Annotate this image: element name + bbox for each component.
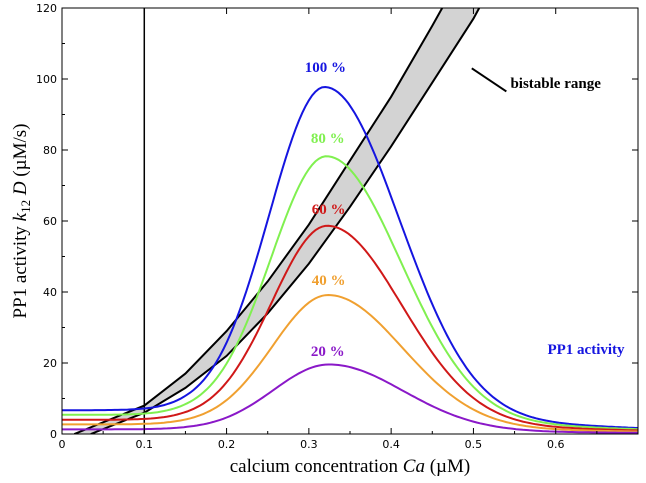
y-tick-label-3: 60 (43, 215, 57, 228)
y-tick-label-6: 120 (36, 2, 57, 15)
x-tick-label-3: 0.3 (300, 438, 318, 451)
y-axis-title: PP1 activity k12 D (µM/s) (10, 124, 33, 319)
plot-area (62, 8, 638, 434)
x-axis-title-unit: (µM) (425, 456, 470, 477)
series-line-1 (62, 155, 638, 431)
y-tick-label-1: 20 (43, 357, 57, 370)
series-line-3 (62, 293, 638, 433)
bistable-upper-boundary (73, 8, 444, 434)
annotation-1: 80 % (311, 131, 345, 147)
annotations: 100 % 80 % 60 % 40 % 20 % bistable range PP1 a… (305, 60, 625, 360)
x-tick-label-5: 0.5 (465, 438, 483, 451)
annotation-2: 60 % (312, 202, 346, 218)
annotation-4: 20 % (311, 344, 345, 360)
x-tick-label-6: 0.6 (547, 438, 565, 451)
y-axis-title-subscript: 12 (18, 200, 33, 213)
bistable-pointer (471, 67, 507, 93)
x-axis-title-main: calcium concentration (230, 456, 403, 477)
x-tick-label-1: 0.1 (136, 438, 154, 451)
y-axis-title-main: PP1 activity (10, 221, 31, 318)
y-tick-label-5: 100 (36, 73, 57, 86)
bistable-lower-boundary (90, 8, 481, 434)
x-tick-label-2: 0.2 (218, 438, 236, 451)
series-line-0 (62, 85, 638, 429)
x-axis-title-variable: Ca (403, 456, 425, 477)
series-line-4 (62, 363, 638, 434)
y-axis-title-d: D (10, 181, 31, 200)
y-tick-label-4: 80 (43, 144, 57, 157)
plot-frame (61, 7, 639, 435)
x-tick-label-4: 0.4 (382, 438, 400, 451)
series-line-2 (62, 224, 638, 432)
axes: 0 0.1 0.2 0.3 0.4 0.5 0.6 0 20 40 60 80 100 120 (36, 2, 638, 451)
x-axis-title: calcium concentration Ca (µM) (230, 456, 470, 477)
y-tick-label-0: 0 (50, 428, 57, 441)
y-axis-title-unit: (µM/s) (10, 124, 31, 182)
y-tick-label-2: 40 (43, 286, 57, 299)
annotation-5: bistable range (510, 76, 601, 92)
annotation-6: PP1 activity (547, 342, 625, 358)
bistable-band (74, 8, 480, 434)
annotation-3: 40 % (312, 273, 346, 289)
y-axis-title-k: k (10, 212, 31, 221)
x-tick-label-0: 0 (59, 438, 66, 451)
annotation-0: 100 % (305, 60, 346, 76)
